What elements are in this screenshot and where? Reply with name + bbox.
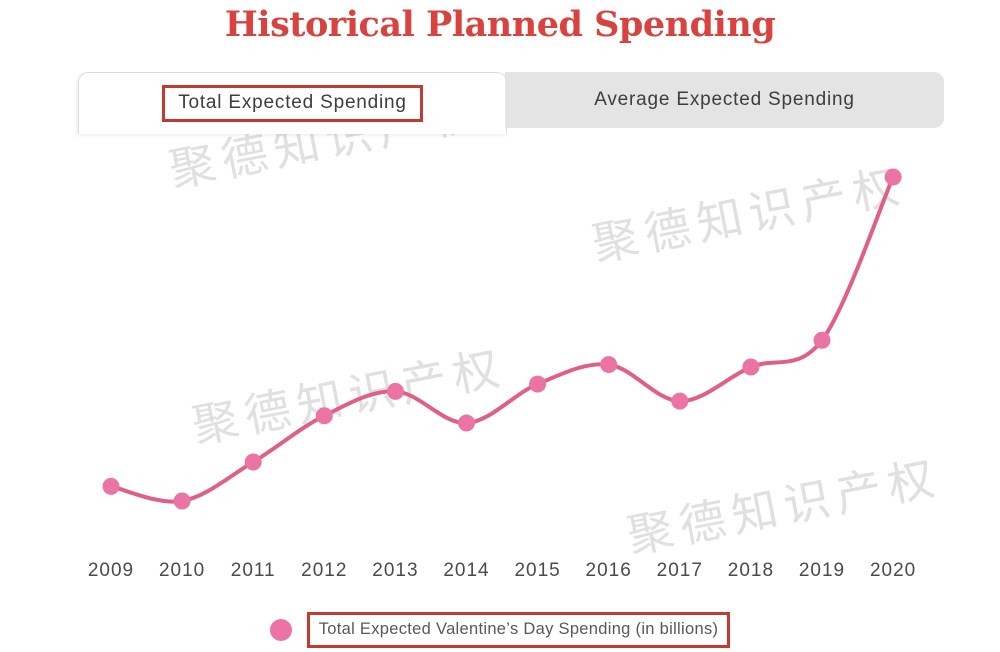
x-axis-labels: 2009 2010 2011 2012 2013 2014 2015 2016 2017 2018… — [0, 560, 1000, 584]
legend-label: Total Expected Valentine’s Day Spending … — [306, 612, 731, 648]
x-axis-label-2018: 2018 — [727, 560, 775, 581]
x-axis-label-2010: 2010 — [158, 560, 206, 581]
data-point-2014[interactable] — [458, 414, 475, 432]
data-point-2018[interactable] — [742, 358, 760, 376]
data-point-2009[interactable] — [102, 477, 120, 495]
x-axis-label-2019: 2019 — [798, 560, 846, 581]
data-point-2016[interactable] — [600, 356, 618, 374]
data-point-2015[interactable] — [529, 375, 547, 393]
data-point-2013[interactable] — [386, 382, 404, 400]
annotation-box-tab: Total Expected Spending — [162, 85, 423, 122]
data-point-2011[interactable] — [244, 453, 262, 471]
data-point-2017[interactable] — [671, 392, 689, 410]
legend-marker-icon — [269, 619, 292, 641]
tab-average-label: Average Expected Spending — [594, 89, 855, 110]
data-point-2019[interactable] — [813, 331, 831, 349]
x-axis-label-2013: 2013 — [372, 560, 419, 581]
watermark-text: 聚德知识产权 — [623, 450, 946, 563]
tab-total-label: Total Expected Spending — [178, 92, 407, 113]
x-axis-label-2016: 2016 — [585, 560, 632, 581]
x-axis-label-2017: 2017 — [656, 560, 703, 581]
data-point-2020[interactable] — [884, 168, 902, 186]
x-axis-label-2009: 2009 — [87, 560, 135, 581]
x-axis-label-2015: 2015 — [514, 560, 561, 581]
x-axis-label-2020: 2020 — [869, 560, 917, 581]
watermark-text: 聚德知识产权 — [188, 340, 511, 453]
tab-total-expected-spending[interactable]: Total Expected Spending — [78, 72, 507, 134]
page-title: Historical Planned Spending — [224, 4, 776, 45]
tab-average-expected-spending[interactable]: Average Expected Spending — [505, 72, 944, 128]
x-axis-label-2014: 2014 — [443, 560, 490, 581]
x-axis-label-2012: 2012 — [301, 560, 348, 581]
tab-bar: Total Expected Spending Average Expected… — [78, 72, 944, 134]
legend: Total Expected Valentine’s Day Spending … — [0, 609, 1000, 651]
data-point-2012[interactable] — [315, 407, 333, 425]
trend-line — [109, 175, 896, 504]
data-point-2010[interactable] — [173, 492, 191, 510]
watermark-text: 聚德知识产权 — [588, 158, 911, 271]
x-axis-label-2011: 2011 — [230, 560, 276, 581]
